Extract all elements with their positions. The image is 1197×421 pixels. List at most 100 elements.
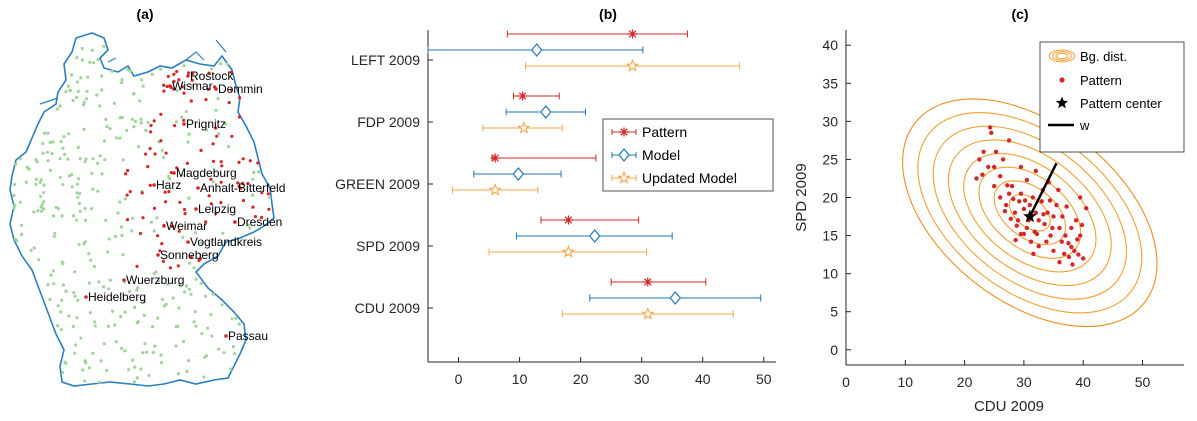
pattern-district-dot [241, 157, 245, 161]
district-dot [143, 342, 147, 346]
contour-ellipse [993, 180, 1066, 246]
district-dot [194, 324, 198, 328]
pattern-district-dot [168, 266, 172, 270]
district-dot [237, 322, 241, 326]
district-dot [113, 323, 117, 327]
pattern-district-dot [125, 193, 129, 197]
city-marker [224, 334, 228, 338]
category-label: SPD 2009 [356, 238, 420, 254]
errorbar-chart: (b) 0 10 20 30 40 50 LEFT 2009 FDP 2009 GREEN 20… [335, 6, 776, 387]
city-label: Wuerzburg [126, 273, 184, 287]
district-dot [133, 305, 137, 309]
district-dot [91, 351, 95, 355]
pattern-point [977, 157, 982, 162]
district-dot [93, 320, 97, 324]
scatter-points [974, 125, 1089, 267]
pattern-point [1059, 239, 1065, 244]
district-dot [211, 180, 215, 184]
pattern-district-dot [199, 148, 203, 152]
pattern-point [1021, 231, 1027, 237]
district-dot [55, 107, 60, 111]
city-marker [168, 84, 172, 88]
pattern-point [1076, 252, 1081, 257]
pattern-district-dot [227, 101, 231, 105]
district-dot [108, 278, 112, 282]
district-dot [174, 344, 178, 348]
pattern-district-dot [159, 139, 163, 143]
district-dot [156, 279, 161, 283]
pattern-point [986, 164, 991, 170]
district-dot [50, 151, 54, 156]
district-dot [144, 128, 148, 132]
district-dot [48, 168, 53, 172]
district-dot [176, 372, 180, 376]
pattern-district-dot [230, 134, 234, 138]
district-dot [123, 310, 127, 314]
district-dot [20, 232, 24, 237]
district-dot [45, 150, 50, 154]
district-dot [104, 117, 108, 122]
district-dot [51, 140, 55, 144]
pattern-district-dot [173, 124, 177, 128]
district-dot [51, 214, 56, 218]
district-dot [120, 81, 124, 85]
district-dot [74, 343, 78, 347]
pattern-district-dot [187, 71, 191, 75]
district-dot [221, 231, 225, 235]
district-dot [150, 72, 154, 76]
pattern-point [1051, 248, 1056, 253]
district-dot [174, 120, 178, 124]
district-dot [132, 380, 137, 384]
district-dot [56, 324, 60, 328]
city-label: Prignitz [186, 117, 226, 131]
city-label: Harz [156, 178, 181, 192]
district-dot [18, 200, 22, 204]
x-tick-label: 30 [634, 371, 650, 387]
district-dot [155, 216, 159, 220]
district-dot [52, 282, 56, 286]
district-dot [81, 368, 85, 372]
district-dot [83, 379, 87, 383]
district-dot [51, 269, 56, 273]
pattern-district-dot [219, 160, 223, 164]
district-dot [206, 326, 210, 330]
district-dot [80, 58, 84, 62]
district-dot [76, 145, 80, 150]
district-dot [61, 370, 65, 374]
district-dot [76, 195, 80, 199]
pattern-district-dot [124, 172, 128, 176]
district-dot [79, 336, 83, 340]
district-dot [192, 266, 196, 270]
contour-ellipse [932, 125, 1128, 300]
district-dot [14, 162, 18, 166]
district-dot [42, 183, 46, 187]
district-dot [91, 61, 96, 65]
asterisk-marker [643, 277, 653, 287]
pattern-district-dot [149, 123, 153, 128]
district-dot [70, 185, 74, 189]
pattern-point [1031, 251, 1036, 256]
star-marker [625, 58, 640, 72]
pattern-district-dot [206, 87, 210, 91]
district-dot [78, 191, 82, 196]
district-dot [41, 191, 46, 195]
district-dot [248, 226, 252, 230]
contour-ellipse [978, 166, 1082, 259]
pattern-district-dot [236, 181, 240, 185]
district-dot [58, 175, 62, 179]
district-dot [100, 88, 104, 92]
district-dot [114, 340, 118, 344]
pattern-point [1022, 198, 1028, 203]
district-dot [40, 209, 44, 213]
district-dot [61, 146, 65, 150]
district-dot [187, 287, 191, 291]
pattern-district-dot [251, 205, 255, 209]
district-dot [18, 157, 22, 161]
district-dot [140, 78, 144, 82]
district-dot [92, 264, 96, 269]
district-dot [96, 58, 100, 62]
pattern-district-dot [183, 212, 187, 216]
district-dot [175, 88, 179, 93]
district-dot [225, 62, 229, 66]
y-tick-label: 25 [822, 151, 838, 167]
